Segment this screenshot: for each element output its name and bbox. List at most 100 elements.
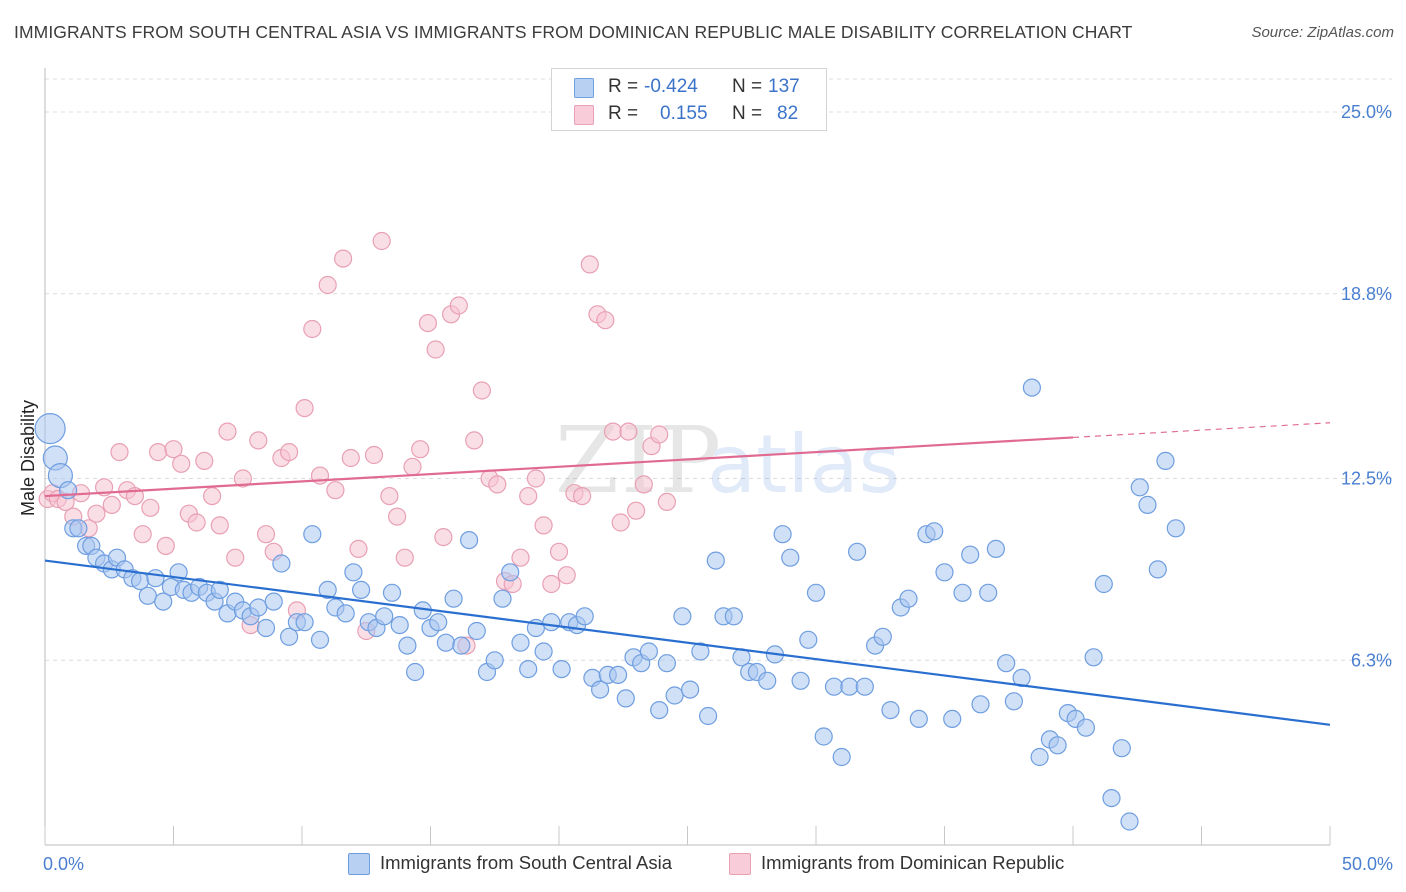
scatter-point-blue [295,613,314,632]
scatter-point-pink [233,469,252,488]
scatter-point-blue [706,551,725,570]
scatter-point-blue [264,592,283,611]
scatter-point-pink [650,425,669,444]
scatter-point-pink [557,566,576,585]
scatter-point-blue [986,539,1006,559]
scatter-point-pink [411,440,430,459]
scatter-point-blue [847,542,867,561]
scatter-point-blue [590,680,610,699]
y-tick-label: 25.0% [1341,102,1392,122]
scatter-point-blue [1166,519,1185,538]
scatter-point-blue [390,615,409,635]
legend-swatch-blue [574,78,594,98]
scatter-point-pink [580,255,599,274]
scatter-point-blue [1076,718,1096,737]
trend-line-blue [44,559,1331,726]
scatter-point-blue [781,548,800,567]
scatter-point-pink [133,525,152,544]
x-tick-label-max: 50.0% [1342,854,1393,874]
scatter-point-pink [303,319,322,339]
series-swatch-pink [729,853,751,875]
y-tick-labels: 6.3% 12.5% 18.8% 25.0% [1341,102,1392,670]
scatter-point-pink [549,542,569,561]
scatter-point-blue [997,654,1016,673]
scatter-point-blue [1094,574,1113,594]
scatter-point-blue [501,563,520,582]
series-swatch-blue [348,853,370,875]
scatter-point-pink [395,548,414,567]
scatter-point-blue [979,583,998,602]
scatter-point-blue [832,747,851,767]
watermark: ZIP atlas [555,407,900,514]
scatter-point-pink [149,443,168,462]
scatter-point-pink [488,475,507,494]
scatter-point-pink [187,513,206,532]
scatter-point-blue [429,613,448,632]
trend-lines [44,422,1331,726]
scatter-point-pink [203,487,222,506]
scatter-point-blue [575,607,594,626]
scatter-point-pink [256,525,276,544]
scatter-point-pink [403,457,422,476]
x-tick-label-min: 0.0% [43,854,84,874]
scatter-point-pink [619,422,638,441]
scatter-point-blue [791,671,810,690]
series-legend-label: Immigrants from South Central Asia [380,852,672,873]
scatter-point-blue [272,554,291,573]
scatter-point-blue [657,654,677,673]
scatter-point-pink [657,492,677,511]
scatter-point-blue [953,583,972,602]
scatter-point-pink [372,231,391,251]
scatter-point-blue [210,580,229,600]
scatter-point-blue [146,569,165,588]
scatter-point-blue [436,633,455,652]
scatter-point-pink [164,440,183,459]
legend-r-value: -0.424 [644,76,698,97]
legend-n-label: N = [732,76,763,97]
scatter-point-blue [698,706,718,726]
legend-n-value: 82 [777,103,799,124]
scatter-point-blue [444,589,463,608]
scatter-point-pink [511,548,530,567]
scatter-point-blue [935,563,954,582]
x-tick-labels: 0.0% 50.0% [43,854,1393,874]
scatter-point-blue [691,642,710,661]
scatter-point-pink [634,475,653,494]
scatter-point-pink [156,536,175,556]
scatter-point-blue [336,604,355,623]
scatter-point-blue [1156,451,1175,470]
scatter-point-pink [195,451,214,470]
scatter-point-blue [460,530,479,550]
scatter-point-pink [110,443,129,462]
scatter-point-blue [881,700,900,720]
scatter-point-blue [534,642,553,661]
scatter-point-blue [511,633,530,652]
scatter-point-pink [388,507,407,526]
chart-source: Source: ZipAtlas.com [1251,24,1394,41]
legend-n-value: 137 [768,76,800,97]
scatter-point-pink [449,296,468,315]
scatter-point-blue [310,630,330,649]
scatter-point-pink [611,513,630,532]
scatter-point-blue [375,607,394,626]
scatter-point-blue [452,636,471,655]
scatter-point-blue [552,659,571,679]
scatter-point-blue [69,519,88,538]
scatter-point-pink [434,527,453,547]
scatter-point-blue [352,580,371,600]
watermark-atlas: atlas [707,418,900,511]
scatter-point-pink [210,516,229,535]
scatter-point-pink [526,469,546,488]
scatter-point-blue [280,627,299,646]
scatter-point-blue [758,671,777,690]
scatter-point-blue [344,563,363,582]
series-legend: Immigrants from South Central Asia Immig… [0,851,1406,877]
scatter-point-blue [639,642,659,661]
scatter-point-pink [341,448,360,468]
trend-line-pink [44,436,1074,498]
y-axis-label: Male Disability [18,400,38,516]
scatter-point-pink [334,249,353,268]
scatter-point-pink [465,431,484,450]
scatter-point-blue [806,583,826,602]
scatter-point-blue [840,677,859,696]
